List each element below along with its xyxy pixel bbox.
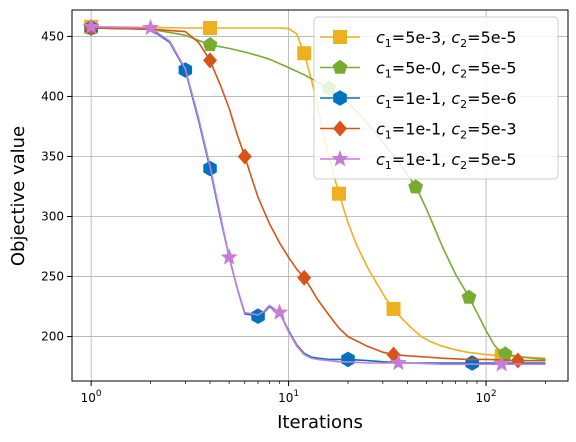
legend-label: c1=5e-3, c2=5e-5 [376,28,517,50]
data-point [461,289,477,304]
series-5 [82,17,546,372]
data-point [493,355,511,372]
data-point [237,148,252,165]
data-point [389,354,407,371]
series-line [91,26,546,365]
legend-marker [331,150,349,167]
legend-label: c1=1e-1, c2=5e-5 [376,150,517,172]
legend-entry: c1=1e-1, c2=5e-6 [320,89,517,111]
data-point [271,303,289,320]
data-point [220,248,238,265]
y-axis-label: Objective value [8,126,29,266]
x-axis-label: Iterations [277,412,363,433]
legend-label: c1=1e-1, c2=5e-3 [376,120,517,142]
y-tick-label: 450 [41,29,64,43]
legend-entry: c1=5e-0, c2=5e-5 [320,59,517,81]
y-tick-label: 200 [41,330,64,344]
data-point [386,301,401,316]
legend-entry: c1=1e-1, c2=5e-5 [320,150,517,172]
legend-entry: c1=1e-1, c2=5e-3 [320,120,517,142]
legend-marker [333,30,347,44]
legend-label: c1=5e-0, c2=5e-5 [376,59,517,81]
data-point [82,17,100,35]
legend-box [313,16,559,180]
legend-marker [333,120,347,137]
legend-marker [332,59,348,74]
data-point [142,19,160,36]
y-tick-label: 300 [41,210,64,224]
legend-entry: c1=5e-3, c2=5e-5 [320,28,517,50]
data-point [202,37,218,52]
legend: c1=5e-3, c2=5e-5 c1=5e-0, c2=5e-5 c1=1e-1,… [313,16,559,180]
data-point [203,21,218,36]
legend-marker [333,90,347,106]
x-tick-label: 100 [81,389,102,405]
x-tick-label: 102 [476,389,497,405]
y-tick-label: 400 [41,89,64,103]
data-point [297,46,312,61]
data-point [341,351,355,368]
legend-label: c1=1e-1, c2=5e-6 [376,89,517,111]
axis-layer: 100 101 102 200 250 300 350 400 450 [41,29,546,405]
series-layer [82,17,546,372]
data-point [332,186,347,201]
y-tick-label: 350 [41,149,64,163]
plot-frame [71,9,569,382]
data-point [203,52,217,69]
y-tick-label: 250 [41,270,64,284]
data-point [297,269,312,286]
series-line [91,26,546,359]
data-point [408,179,424,194]
x-tick-label: 101 [278,389,299,405]
